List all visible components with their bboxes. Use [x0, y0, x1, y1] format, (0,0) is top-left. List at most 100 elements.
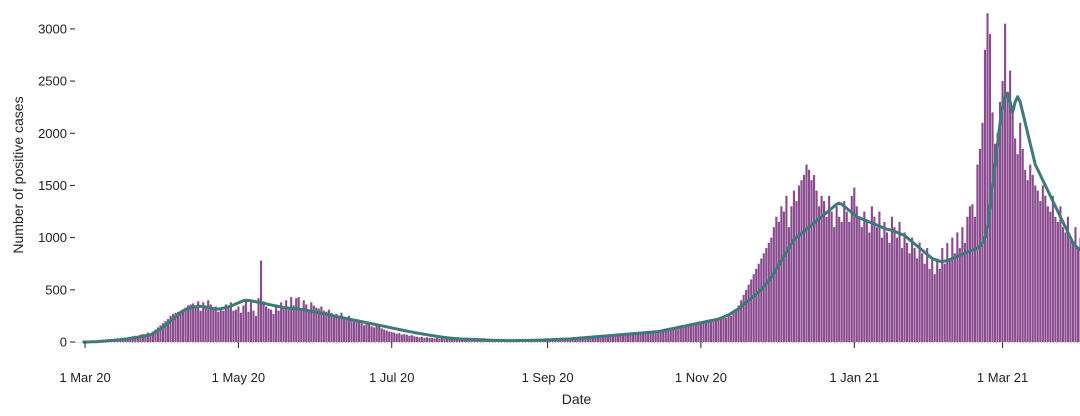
bar	[327, 309, 330, 342]
bar	[946, 242, 949, 342]
bar	[642, 332, 645, 342]
bar	[184, 307, 187, 342]
bar	[735, 310, 738, 342]
bar	[785, 195, 788, 343]
bar	[385, 330, 388, 342]
bar	[378, 326, 381, 342]
bar	[222, 310, 225, 342]
bar	[166, 319, 170, 342]
bar	[1071, 242, 1075, 342]
bar	[838, 216, 841, 342]
bar	[242, 305, 245, 342]
bar	[179, 310, 182, 342]
bar	[621, 334, 625, 342]
bar	[752, 274, 755, 342]
bar	[855, 206, 858, 342]
bar	[813, 175, 816, 342]
bar	[290, 297, 293, 342]
bar	[692, 323, 695, 342]
bar	[1021, 148, 1024, 342]
bar	[890, 216, 894, 342]
bar	[765, 248, 768, 342]
bar	[737, 305, 740, 342]
bar	[609, 336, 612, 342]
bar	[853, 187, 856, 342]
bar	[259, 260, 263, 342]
x-tick-label: 1 May 20	[212, 370, 265, 385]
bar	[790, 206, 793, 342]
bars-group	[89, 13, 1080, 343]
bar	[943, 263, 946, 342]
bar	[471, 339, 474, 342]
bar	[312, 305, 315, 342]
y-tick-label: 500	[45, 282, 67, 297]
bar	[893, 227, 896, 342]
bar	[624, 335, 627, 342]
bar	[730, 315, 733, 342]
bar	[815, 190, 818, 342]
bar	[433, 338, 436, 342]
bar	[745, 289, 748, 342]
bar	[571, 338, 574, 342]
bar	[1009, 70, 1012, 343]
bar	[981, 122, 984, 342]
bar	[390, 332, 393, 342]
bar	[772, 227, 775, 342]
bar	[818, 206, 821, 342]
bar	[569, 339, 572, 342]
bar	[986, 13, 989, 342]
bar	[898, 221, 901, 342]
bar	[445, 338, 449, 342]
bar	[1056, 221, 1059, 342]
bar	[840, 221, 843, 342]
bar	[760, 258, 763, 342]
bar	[923, 263, 926, 342]
bar	[420, 336, 423, 342]
bar	[1041, 185, 1044, 342]
bar	[1034, 185, 1037, 342]
bar	[169, 315, 172, 342]
bar	[305, 304, 308, 342]
bar	[287, 309, 290, 342]
bar	[146, 332, 149, 342]
bar	[1029, 164, 1032, 342]
bar	[782, 211, 785, 342]
bar	[194, 306, 197, 342]
bar	[197, 301, 200, 342]
bar	[888, 242, 891, 342]
bar	[830, 211, 833, 342]
bar	[709, 321, 713, 343]
bar	[320, 306, 323, 342]
bar	[712, 319, 715, 342]
bar	[795, 201, 798, 342]
bar	[463, 339, 466, 342]
bar	[956, 232, 959, 342]
bar	[732, 312, 735, 342]
bar	[938, 268, 941, 342]
bar	[820, 195, 823, 343]
bar	[310, 302, 313, 342]
bar	[848, 221, 851, 342]
bar	[408, 335, 411, 342]
bar	[393, 332, 396, 342]
bar	[342, 316, 346, 342]
bar	[199, 310, 202, 342]
bar	[400, 334, 403, 342]
bar	[217, 311, 220, 342]
bar	[443, 338, 446, 342]
y-axis: 0 500 1000 1500 2000 2500 3000	[38, 21, 75, 350]
bar	[961, 227, 964, 342]
bar	[257, 298, 260, 342]
bar	[667, 328, 670, 342]
bar	[1061, 227, 1064, 342]
bar	[941, 248, 944, 342]
bar	[1069, 237, 1072, 343]
bar	[438, 338, 441, 342]
trend-line	[82, 92, 1080, 344]
bar	[285, 300, 288, 342]
bar	[325, 311, 328, 342]
bar	[865, 221, 868, 342]
bar	[370, 326, 373, 342]
y-tick-label: 2500	[38, 74, 67, 89]
